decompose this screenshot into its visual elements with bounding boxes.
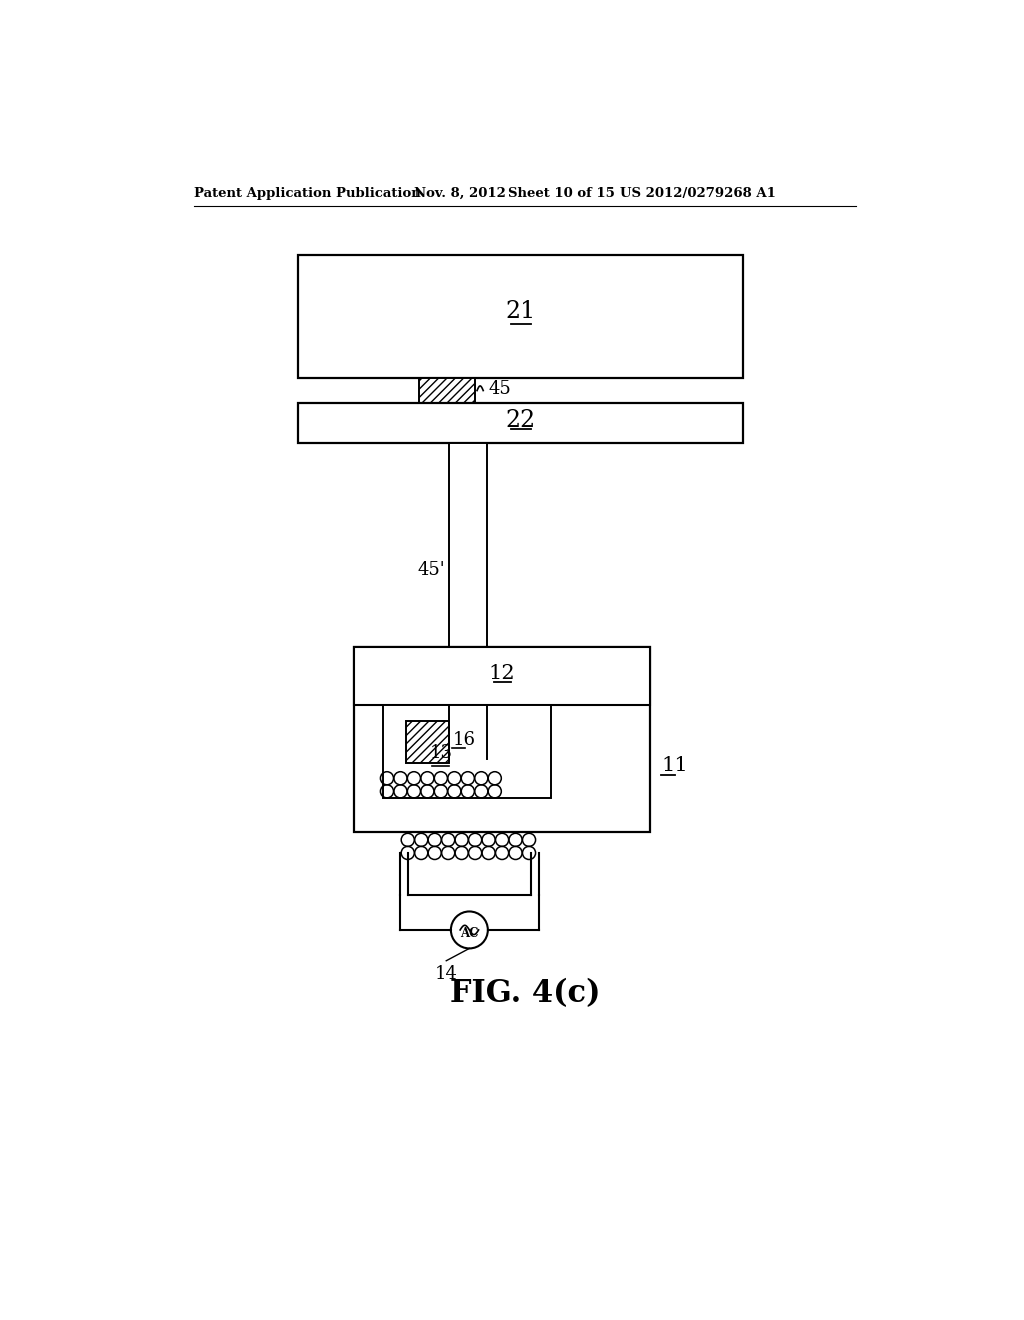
Text: 11: 11 (662, 756, 688, 775)
Text: FIG. 4(c): FIG. 4(c) (450, 978, 600, 1010)
Bar (449, 444, 487, 647)
Text: 21: 21 (506, 300, 537, 323)
Text: Patent Application Publication: Patent Application Publication (194, 186, 421, 199)
Bar (354, 647, 650, 705)
Bar (298, 255, 743, 378)
Bar (354, 647, 650, 832)
Text: Sheet 10 of 15: Sheet 10 of 15 (508, 186, 614, 199)
Text: US 2012/0279268 A1: US 2012/0279268 A1 (620, 186, 775, 199)
Text: 22: 22 (506, 409, 537, 432)
Text: 16: 16 (453, 731, 475, 750)
Bar (383, 705, 551, 797)
Bar (298, 404, 743, 444)
Text: Nov. 8, 2012: Nov. 8, 2012 (414, 186, 506, 199)
Text: 14: 14 (435, 965, 458, 983)
Text: 12: 12 (488, 664, 515, 682)
Bar (407, 721, 449, 763)
Text: AC: AC (460, 927, 478, 940)
Bar (419, 378, 475, 404)
Text: 13: 13 (429, 744, 453, 763)
Text: 45': 45' (418, 561, 445, 578)
Text: 45: 45 (488, 380, 511, 399)
